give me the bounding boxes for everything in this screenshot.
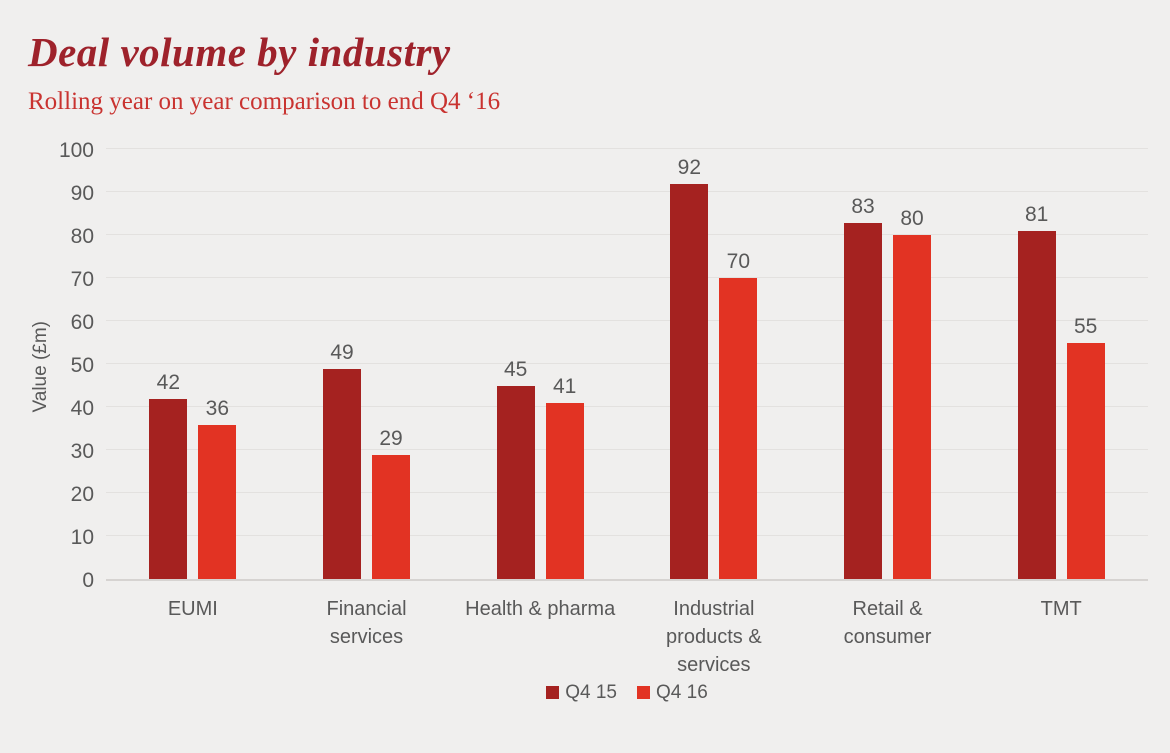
y-axis-tick-label: 20 bbox=[70, 483, 94, 507]
legend-swatch bbox=[546, 686, 560, 700]
bar-value-label: 92 bbox=[677, 155, 702, 179]
bar-group: 49 29 bbox=[280, 151, 454, 580]
y-axis-tick-label: 60 bbox=[70, 311, 94, 335]
gridline bbox=[106, 277, 1148, 279]
x-axis-labels: EUMI Financial services Health & pharma Ind… bbox=[106, 581, 1148, 679]
x-axis-category-label: Retail & consumer bbox=[843, 598, 932, 649]
gridline bbox=[106, 406, 1148, 408]
bar bbox=[496, 385, 535, 580]
bar bbox=[844, 222, 883, 580]
gridline bbox=[106, 363, 1148, 365]
y-axis-tick-label: 0 bbox=[82, 569, 94, 593]
y-axis-tick-label: 80 bbox=[70, 225, 94, 249]
y-axis: 0 10 20 30 40 50 60 70 80 90 100 bbox=[54, 140, 106, 591]
bar-value-label: 49 bbox=[330, 340, 354, 364]
bar bbox=[545, 403, 584, 580]
bar-value-label: 29 bbox=[379, 426, 403, 450]
bar-value-label: 45 bbox=[503, 357, 528, 381]
bar-value-label: 36 bbox=[205, 396, 229, 420]
bar bbox=[893, 235, 932, 580]
bar bbox=[149, 398, 188, 580]
y-axis-tick-label: 70 bbox=[70, 268, 94, 292]
bar-with-label: 29 bbox=[372, 428, 410, 580]
x-axis-category-label: Industrial products & services bbox=[666, 598, 762, 677]
bar bbox=[198, 424, 237, 580]
y-axis-tick-label: 30 bbox=[70, 440, 94, 464]
gridline bbox=[106, 535, 1148, 537]
chart-title: Deal volume by industry bbox=[28, 29, 451, 75]
bar bbox=[372, 454, 410, 580]
y-axis-tick-label: 50 bbox=[70, 354, 94, 378]
bar-value-label: 41 bbox=[552, 375, 577, 399]
legend-item: Q4 15 bbox=[546, 683, 617, 702]
y-axis-tick-label: 10 bbox=[70, 526, 94, 550]
bar-group: 42 36 bbox=[106, 151, 280, 580]
x-axis-category-label: TMT bbox=[1040, 598, 1082, 621]
chart-subtitle: Rolling year on year comparison to end Q… bbox=[28, 87, 501, 115]
plot-column: 42 36 49 29 45 41 92 70 83 80 81 55 EUMI Financial s… bbox=[106, 148, 1148, 702]
y-axis-title: Value (£m) bbox=[30, 320, 51, 413]
bar-value-label: 83 bbox=[851, 194, 875, 218]
legend-label: Q4 16 bbox=[656, 682, 708, 704]
gridline bbox=[106, 191, 1148, 193]
legend-label: Q4 15 bbox=[565, 682, 617, 704]
bar-with-label: 45 bbox=[496, 357, 535, 580]
y-axis-title-column: Value (£m) bbox=[28, 151, 54, 581]
gridline bbox=[106, 492, 1148, 494]
x-axis-category-label: Health & pharma bbox=[465, 598, 616, 621]
y-axis-tick-label: 100 bbox=[58, 139, 94, 163]
bar-with-label: 70 bbox=[719, 250, 758, 580]
bar-group: 83 80 bbox=[801, 151, 975, 580]
bar-with-label: 36 bbox=[198, 396, 237, 580]
bar bbox=[670, 183, 709, 580]
y-axis-tick-label: 40 bbox=[70, 397, 94, 421]
chart-page: Deal volume by industry Rolling year on … bbox=[28, 29, 1148, 702]
bar-value-label: 42 bbox=[156, 370, 180, 394]
gridline bbox=[106, 148, 1148, 150]
legend-swatch bbox=[637, 686, 650, 700]
bar-value-label: 55 bbox=[1074, 314, 1098, 338]
bar bbox=[1066, 342, 1105, 580]
bar-group: 92 70 bbox=[627, 151, 801, 580]
bar bbox=[719, 278, 758, 580]
bar-value-label: 80 bbox=[900, 207, 924, 231]
bar-with-label: 92 bbox=[670, 155, 709, 580]
bar-groups: 42 36 49 29 45 41 92 70 83 80 81 55 bbox=[106, 151, 1148, 580]
bar-group: 45 41 bbox=[453, 151, 627, 580]
bar-with-label: 83 bbox=[844, 194, 883, 580]
bar-with-label: 42 bbox=[149, 370, 188, 580]
bar-value-label: 81 bbox=[1025, 203, 1049, 227]
bar-with-label: 81 bbox=[1017, 203, 1056, 580]
gridline bbox=[106, 320, 1148, 322]
bar-with-label: 41 bbox=[545, 375, 584, 580]
bar-with-label: 80 bbox=[893, 207, 932, 580]
gridline bbox=[106, 234, 1148, 236]
gridline bbox=[106, 449, 1148, 451]
legend: Q4 15 Q4 16 bbox=[106, 683, 1148, 702]
plot-area: 42 36 49 29 45 41 92 70 83 80 81 55 bbox=[106, 148, 1148, 582]
legend-item: Q4 16 bbox=[637, 683, 708, 702]
y-axis-tick-label: 90 bbox=[70, 182, 94, 206]
bar bbox=[323, 368, 361, 580]
bar-value-label: 70 bbox=[726, 250, 751, 274]
x-axis-category-label: EUMI bbox=[167, 598, 218, 621]
bar-with-label: 55 bbox=[1066, 314, 1105, 580]
bar bbox=[1017, 231, 1056, 580]
bar-chart: Value (£m) 0 10 20 30 40 50 60 70 80 90 100 42 36 49… bbox=[28, 140, 1148, 702]
x-axis-category-label: Financial services bbox=[326, 598, 407, 649]
bar-with-label: 49 bbox=[323, 342, 361, 580]
bar-group: 81 55 bbox=[974, 151, 1148, 580]
